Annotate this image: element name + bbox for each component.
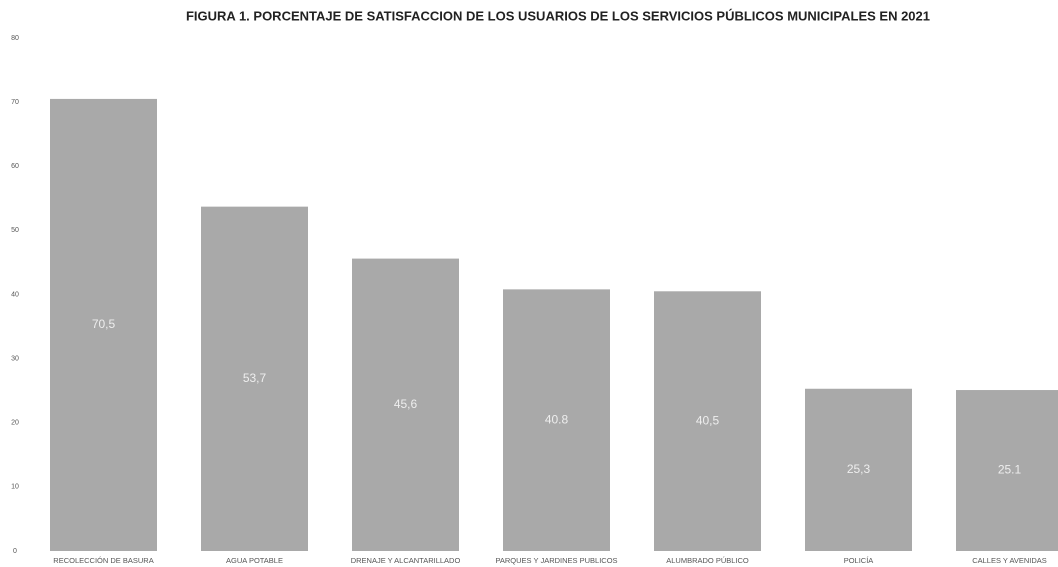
chart-title: FIGURA 1. PORCENTAJE DE SATISFACCION DE …: [186, 8, 930, 23]
y-tick-label: 30: [11, 355, 19, 362]
bar: [50, 98, 157, 551]
value-label: 40,5: [696, 413, 720, 427]
bar: [956, 390, 1058, 551]
y-tick-label: 50: [11, 227, 19, 234]
y-tick-label: 70: [11, 99, 19, 106]
y-tick-label: 10: [11, 484, 19, 491]
bar: [352, 258, 459, 551]
value-label: 70,5: [92, 317, 116, 331]
bar: [805, 388, 912, 551]
x-tick-label: RECOLECCIÓN DE BASURA: [53, 556, 153, 565]
y-tick-label: 60: [11, 163, 19, 170]
x-tick-label: AGUA POTABLE: [226, 556, 283, 565]
y-tick-label: 40: [11, 291, 19, 298]
value-label: 25.1: [998, 463, 1022, 477]
x-tick-label: POLICÍA: [844, 556, 874, 565]
x-tick-label: ALUMBRADO PÚBLICO: [666, 556, 749, 565]
value-label: 25,3: [847, 462, 871, 476]
y-tick-label: 80: [11, 35, 19, 42]
value-label: 53,7: [243, 371, 267, 385]
y-tick-label: 0: [13, 548, 17, 555]
bar: [503, 289, 610, 551]
x-tick-label: DRENAJE Y ALCANTARILLADO: [351, 556, 461, 565]
bar: [654, 291, 761, 551]
x-tick-label: CALLES Y AVENIDAS: [972, 556, 1047, 565]
value-label: 45,6: [394, 397, 418, 411]
x-tick-label: PARQUES Y JARDINES PUBLICOS: [495, 556, 617, 565]
bar: [201, 206, 308, 551]
y-tick-label: 20: [11, 420, 19, 427]
value-label: 40.8: [545, 412, 569, 426]
